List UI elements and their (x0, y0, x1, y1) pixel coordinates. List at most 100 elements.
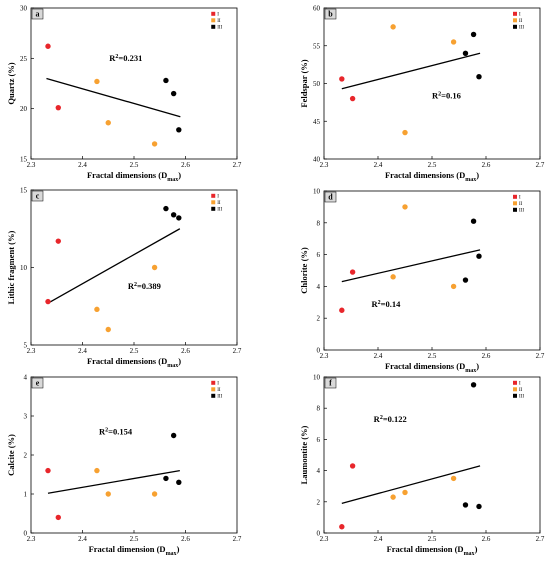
data-point-III (170, 90, 177, 97)
data-point-III (470, 218, 477, 224)
data-point-I (339, 307, 345, 313)
r-squared-R: R (109, 53, 116, 63)
data-point-II (151, 141, 158, 147)
x-tick-label: 2.6 (482, 161, 491, 169)
plot-frame (30, 376, 238, 534)
data-point-II (402, 204, 408, 210)
data-point-III (470, 382, 477, 388)
x-axis-label-subscript: max (465, 368, 476, 374)
y-tick-label: 0 (24, 530, 28, 538)
legend-label-II: II (217, 388, 221, 393)
r-squared-value: =0.389 (137, 281, 161, 291)
y-tick-label: 2 (317, 315, 321, 323)
panel-c: 2.3 2.4 2.5 2.6 2.7 5 10 15 Fractal dimensions (… (6, 187, 242, 370)
x-tick-label: 2.4 (374, 535, 383, 543)
x-axis-label-text: Fractal dimensions (D (87, 356, 167, 366)
r-squared-value: =0.122 (383, 414, 407, 424)
data-point-I (55, 514, 61, 521)
legend-label-II: II (519, 202, 523, 207)
trend-line (341, 249, 481, 283)
data-point-III (462, 502, 469, 508)
x-tick-label: 2.3 (320, 161, 329, 169)
legend-swatch-I (211, 193, 216, 198)
y-tick-label: 8 (317, 405, 321, 413)
legend-label-III: III (217, 208, 222, 213)
panel-letter-box (324, 377, 337, 389)
r-squared-value: =0.231 (118, 53, 142, 63)
data-point-II (450, 39, 457, 45)
y-tick-label: 0 (317, 530, 321, 538)
legend-swatch-II (211, 387, 216, 392)
legend-label-II: II (217, 19, 221, 24)
legend-swatch-III (513, 24, 517, 29)
x-tick-label: 2.5 (428, 535, 437, 543)
panel-letter-box (31, 8, 44, 20)
y-tick-label: 4 (24, 374, 28, 382)
y-tick-label: 40 (313, 156, 321, 164)
legend-swatch-I (211, 11, 216, 16)
legend-swatch-II (513, 18, 517, 23)
legend-label-I: I (519, 13, 521, 18)
y-tick-label: 8 (317, 219, 321, 227)
data-point-II (390, 274, 396, 280)
x-tick-label: 2.4 (374, 161, 383, 169)
x-tick-label: 2.7 (233, 161, 242, 169)
data-point-II (390, 494, 396, 500)
x-tick-label: 2.6 (482, 352, 491, 360)
legend-swatch-II (211, 200, 216, 205)
y-tick-label: 3 (24, 413, 28, 421)
data-point-III (476, 74, 482, 80)
r-squared-R: R (372, 299, 379, 309)
panel-letter: a (36, 10, 40, 19)
x-tick-label: 2.7 (233, 535, 242, 543)
r-squared-R: R (128, 281, 135, 291)
x-axis-label-text: Fractal dimensions (D (385, 170, 465, 180)
legend-swatch-II (513, 201, 517, 206)
r-squared-label: R2=0.154 (99, 427, 133, 437)
y-tick-label: 15 (20, 187, 28, 195)
x-tick-label: 2.3 (27, 347, 36, 355)
x-axis-label-close: ) (177, 544, 180, 554)
y-tick-label: 10 (313, 374, 321, 382)
x-tick-label: 2.6 (482, 535, 491, 543)
x-tick-label: 2.5 (130, 161, 139, 169)
legend-label-III: III (519, 26, 524, 31)
y-tick-label: 0 (317, 347, 321, 355)
trend-line (47, 469, 180, 494)
x-axis-label-close: ) (178, 170, 181, 180)
data-point-I (55, 104, 61, 111)
data-point-III (476, 253, 482, 259)
panel-letter: d (328, 193, 333, 202)
data-point-III (462, 277, 469, 283)
x-axis-label-close: ) (476, 361, 479, 371)
r-squared-superscript: 2 (378, 300, 381, 306)
panel-a: 2.3 2.4 2.5 2.6 2.7 15 20 25 30 Fractal dimension… (6, 5, 242, 184)
x-axis-label-subscript: max (167, 177, 178, 183)
data-point-III (163, 77, 169, 84)
x-tick-label: 2.7 (536, 535, 545, 543)
x-tick-label: 2.3 (320, 535, 329, 543)
data-point-II (151, 264, 158, 271)
x-axis-label: Fractal dimensions (Dmax) (385, 361, 479, 374)
legend-swatch-III (211, 393, 216, 398)
y-tick-label: 4 (317, 467, 321, 475)
x-tick-label: 2.4 (78, 161, 87, 169)
r-squared-superscript: 2 (438, 92, 441, 98)
panel-letter-box (31, 190, 44, 202)
data-point-III (176, 479, 182, 485)
y-axis-label: Calcite (%) (6, 434, 16, 476)
y-tick-label: 45 (313, 118, 321, 126)
legend-swatch-III (211, 24, 216, 29)
data-point-I (349, 463, 356, 469)
x-tick-label: 2.7 (536, 352, 545, 360)
data-point-III (170, 432, 177, 439)
legend-label-III: III (519, 395, 524, 400)
legend-label-II: II (519, 19, 523, 24)
legend-label-III: III (217, 26, 222, 31)
data-point-II (94, 467, 100, 474)
r-squared-superscript: 2 (380, 415, 383, 421)
trend-line (341, 465, 481, 504)
panel-letter: b (328, 10, 333, 19)
data-point-I (349, 269, 356, 275)
data-point-II (105, 491, 111, 497)
